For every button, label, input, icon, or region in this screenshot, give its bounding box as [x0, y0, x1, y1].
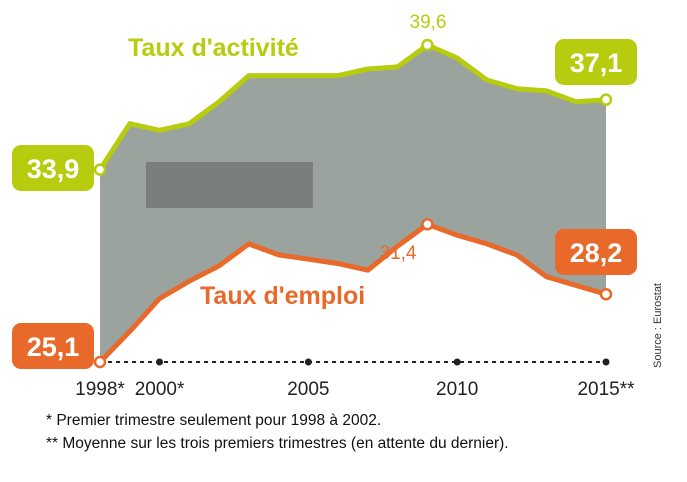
x-tick-mark — [156, 358, 164, 366]
emploi-end-badge: 28,2 — [570, 238, 623, 268]
redacted-box — [146, 162, 313, 208]
series-label-activite: Taux d'activité — [128, 34, 299, 62]
series-lines — [93, 38, 613, 369]
emploi-end-badge-bg — [555, 229, 637, 275]
activite-start-badge: 33,9 — [27, 154, 80, 184]
x-tick-mark — [304, 358, 312, 366]
emploi-start-badge-bg — [12, 323, 94, 369]
series-line-emploi — [98, 221, 607, 364]
series-line-activite — [97, 42, 607, 171]
source-label: Source : Eurostat — [652, 283, 664, 368]
emploi-start-badge: 25,1 — [27, 332, 80, 362]
x-tick-label: 2010 — [436, 379, 478, 400]
point-marker-activite — [421, 38, 434, 52]
activite-start-badge-bg — [12, 145, 94, 191]
x-ticks: 1998* 2000* 2005 2010 2015** — [75, 358, 635, 400]
series-label-emploi: Taux d'emploi — [200, 282, 365, 310]
x-tick-mark — [602, 358, 610, 366]
area-layer — [100, 45, 606, 362]
emploi-peak-label: 31,4 — [380, 243, 417, 264]
point-marker-emploi — [599, 287, 613, 301]
x-tick-label: 2015** — [577, 379, 635, 400]
value-badges: 33,9 37,1 25,1 28,2 — [12, 39, 637, 369]
point-marker-emploi — [93, 355, 107, 369]
point-marker-activite — [599, 93, 613, 106]
x-tick-label: 1998* — [75, 379, 125, 400]
footnote-2: ** Moyenne sur les trois premiers trimes… — [46, 435, 509, 452]
point-marker-emploi — [421, 218, 434, 231]
point-marker-activite — [93, 163, 107, 176]
activite-peak-label: 39,6 — [410, 12, 447, 33]
x-tick-mark — [453, 358, 461, 366]
footnote-1: * Premier trimestre seulement pour 1998 … — [46, 412, 382, 429]
x-tick-label: 2000* — [135, 379, 185, 400]
activite-end-badge: 37,1 — [570, 48, 623, 78]
gap-area — [100, 45, 606, 362]
x-tick-label: 2005 — [287, 379, 329, 400]
activite-end-badge-bg — [555, 39, 637, 85]
